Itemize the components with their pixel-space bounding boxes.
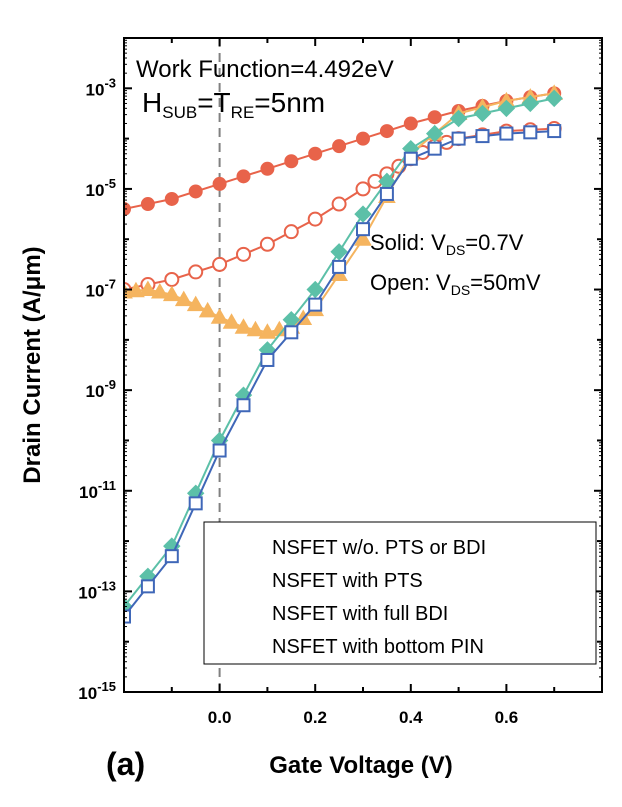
series-3-point-4 — [150, 283, 169, 299]
series-5-point-15 — [451, 131, 466, 146]
series-2-point-9 — [307, 211, 323, 227]
series-5-point-9 — [308, 297, 323, 312]
y-tick-label-7: 10-15 — [78, 679, 116, 703]
series-2-point-10 — [331, 196, 347, 212]
series-4-point-15 — [449, 109, 468, 128]
series-5-point-7 — [260, 352, 275, 367]
series-3-point-12 — [246, 320, 265, 337]
series-5-point-5 — [212, 443, 227, 458]
x-tick-label-2: 0.2 — [303, 708, 327, 727]
work-function-annotation: Work Function=4.492eV — [136, 56, 394, 83]
solid-vds-annotation: Solid: VDS=0.7V — [370, 230, 524, 258]
series-1-point-2 — [140, 197, 155, 212]
y-tick-labels: 10-3 10-5 10-7 10-9 10-11 10-13 10-15 — [78, 75, 116, 703]
y-tick-label-6: 10-13 — [78, 578, 116, 602]
series-5-point-17 — [499, 126, 514, 141]
series-1-point-5 — [212, 176, 227, 191]
series-1-point-14 — [427, 110, 442, 125]
x-tick-label-3: 0.4 — [399, 708, 423, 727]
series-3-point-8 — [198, 301, 217, 318]
x-tick-label-4: 0.6 — [495, 708, 519, 727]
series-5-point-13 — [403, 151, 418, 166]
series-3-point-6 — [174, 290, 193, 307]
legend-box — [203, 521, 597, 665]
y-axis-title: Drain Current (A/μm) — [19, 246, 46, 483]
series-1-point-10 — [332, 139, 347, 154]
series-4-point-9 — [306, 280, 324, 299]
series-5-point-14 — [427, 141, 442, 156]
legend-entry-1: NSFET w/o. PTS or BDI — [272, 537, 486, 559]
series-1-point-6 — [236, 169, 251, 184]
series-1-point-11 — [356, 131, 370, 146]
series-3-point-5 — [162, 285, 181, 302]
plot-area — [124, 38, 564, 692]
series-4-point-17 — [497, 99, 516, 118]
series-4-point-14 — [425, 124, 444, 143]
legend-entry-4: NSFET with bottom PIN — [272, 636, 484, 658]
series-1-point-9 — [308, 146, 323, 161]
series-2-point-11 — [355, 181, 371, 197]
series-5-point-11 — [356, 222, 370, 237]
series-4-point-11 — [354, 205, 372, 223]
series-2-point-6 — [236, 246, 251, 262]
series-5-point-16 — [475, 129, 490, 144]
h-sub-annotation: HSUB=TRE=5nm — [142, 87, 325, 122]
open-vds-annotation: Open: VDS=50mV — [370, 270, 541, 298]
series-5-point-18 — [523, 125, 538, 140]
series-3-point-10 — [222, 313, 241, 329]
legend: NSFET w/o. PTS or BDI NSFET with PTS NSF… — [203, 521, 597, 665]
series-4-point-18 — [521, 94, 540, 113]
y-tick-label-2: 10-5 — [86, 176, 116, 200]
series-5 — [124, 124, 562, 624]
series-3-line — [124, 92, 555, 334]
series-1-point-12 — [379, 124, 394, 139]
series-5-point-3 — [164, 549, 179, 564]
series-5-point-6 — [236, 398, 251, 413]
series-5-point-2 — [140, 579, 155, 594]
series-5-point-12 — [379, 186, 394, 201]
series-1-point-13 — [403, 116, 418, 131]
y-tick-label-1: 10-3 — [86, 75, 116, 99]
y-tick-label-5: 10-11 — [79, 478, 116, 502]
series-2-point-7 — [259, 236, 275, 252]
series-5-point-1 — [124, 609, 131, 624]
x-axis-title: Gate Voltage (V) — [269, 752, 453, 779]
series-1-point-1 — [124, 202, 131, 217]
series-2-point-5 — [212, 256, 228, 272]
series-2-point-4 — [188, 264, 204, 280]
y-tick-label-4: 10-9 — [86, 377, 116, 401]
series-1-point-4 — [188, 184, 203, 199]
series-3 — [124, 84, 564, 339]
series-1-point-3 — [164, 191, 179, 206]
series-1-point-7 — [260, 161, 275, 176]
series-3-point-19 — [354, 230, 372, 246]
y-tick-label-3: 10-7 — [86, 277, 116, 301]
legend-entry-2: NSFET with PTS — [272, 570, 423, 592]
series-5-point-8 — [284, 325, 299, 340]
panel-label: (a) — [106, 746, 145, 782]
series-4-point-16 — [473, 104, 492, 123]
series-5-point-10 — [332, 259, 347, 274]
series-4-point-19 — [545, 89, 563, 108]
series-3-point-7 — [186, 295, 205, 312]
series-5-point-19 — [547, 124, 562, 139]
series-1-point-8 — [284, 154, 299, 169]
series-5-point-4 — [188, 496, 203, 511]
ticks — [123, 37, 603, 693]
series-2-point-3 — [164, 271, 180, 287]
series-4-point-10 — [330, 243, 348, 261]
series-3-point-9 — [210, 308, 229, 324]
legend-entry-3: NSFET with full BDI — [272, 603, 448, 625]
x-tick-labels: 0.0 0.2 0.4 0.6 — [208, 708, 518, 727]
series-3-point-11 — [234, 318, 253, 334]
series-2-point-8 — [283, 224, 299, 240]
x-tick-label-1: 0.0 — [208, 708, 232, 727]
series-3-point-3 — [139, 280, 157, 297]
